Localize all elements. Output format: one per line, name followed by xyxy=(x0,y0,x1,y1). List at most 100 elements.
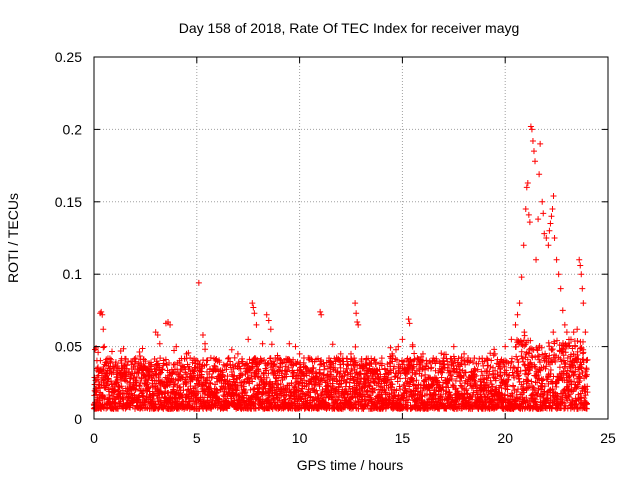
data-point xyxy=(462,361,469,368)
data-point xyxy=(513,353,520,360)
data-point xyxy=(558,358,565,365)
data-point xyxy=(548,405,555,412)
data-point xyxy=(450,343,457,350)
data-point xyxy=(419,350,426,357)
data-point xyxy=(513,394,520,401)
data-point xyxy=(143,376,150,383)
data-point xyxy=(136,353,143,360)
data-point xyxy=(524,179,531,186)
data-point xyxy=(368,360,375,367)
data-point xyxy=(423,357,430,364)
data-point xyxy=(570,351,577,358)
data-point xyxy=(447,372,454,379)
data-point xyxy=(545,339,552,346)
data-point xyxy=(458,354,465,361)
data-point xyxy=(317,308,324,315)
data-point xyxy=(584,383,591,390)
data-points xyxy=(90,123,591,412)
data-point xyxy=(259,340,266,347)
data-point xyxy=(574,383,581,390)
data-point xyxy=(559,399,566,406)
data-point xyxy=(559,307,566,314)
data-point xyxy=(296,380,303,387)
data-point xyxy=(103,405,110,412)
data-point xyxy=(397,375,404,382)
data-point xyxy=(100,326,107,333)
x-tick-label: 20 xyxy=(497,430,513,446)
data-point xyxy=(492,374,499,381)
data-point xyxy=(490,352,497,359)
data-point xyxy=(539,377,546,384)
data-point xyxy=(529,137,536,144)
data-point xyxy=(123,373,130,380)
data-point xyxy=(381,365,388,372)
data-point xyxy=(389,358,396,365)
data-point xyxy=(99,311,106,318)
data-point xyxy=(202,346,209,353)
data-point xyxy=(337,364,344,371)
data-point xyxy=(240,383,247,390)
data-point xyxy=(421,366,428,373)
x-tick-label: 10 xyxy=(292,430,308,446)
data-point xyxy=(268,382,275,389)
data-point xyxy=(329,341,336,348)
data-point xyxy=(285,357,292,364)
data-point xyxy=(533,256,540,263)
data-point xyxy=(186,366,193,372)
data-point xyxy=(399,336,406,343)
data-point xyxy=(394,357,401,364)
data-point xyxy=(518,348,525,355)
data-point xyxy=(501,363,508,370)
data-point xyxy=(154,360,161,367)
data-point xyxy=(425,374,432,381)
data-point xyxy=(470,374,477,381)
data-point xyxy=(369,373,376,380)
data-point xyxy=(526,219,533,226)
data-point xyxy=(525,370,532,377)
data-point xyxy=(255,368,262,375)
data-point xyxy=(528,352,535,359)
data-point xyxy=(568,388,575,395)
data-point xyxy=(476,355,483,362)
data-point xyxy=(152,365,159,372)
data-point xyxy=(354,318,361,325)
data-point xyxy=(583,357,590,364)
data-point xyxy=(344,376,351,383)
data-point xyxy=(231,354,238,361)
data-point xyxy=(430,355,437,362)
data-point xyxy=(444,358,451,365)
data-point xyxy=(413,377,420,384)
data-point xyxy=(491,350,498,357)
data-point xyxy=(463,386,470,393)
data-point xyxy=(199,332,206,339)
data-point xyxy=(457,373,464,380)
data-point xyxy=(263,311,270,318)
data-point xyxy=(477,382,484,389)
data-point xyxy=(539,351,546,358)
data-point xyxy=(376,366,383,373)
data-point xyxy=(229,373,236,380)
data-point xyxy=(169,370,176,377)
data-point xyxy=(321,363,328,370)
data-point xyxy=(318,311,325,318)
data-point xyxy=(572,343,579,350)
data-point xyxy=(317,361,324,368)
data-point xyxy=(412,371,419,378)
data-point xyxy=(101,343,108,350)
data-point xyxy=(108,378,115,385)
data-point xyxy=(361,404,368,411)
data-point xyxy=(575,379,582,386)
data-point xyxy=(524,371,531,378)
data-point xyxy=(502,343,509,350)
y-tick-label: 0.2 xyxy=(63,121,83,137)
data-point xyxy=(567,336,574,343)
data-point xyxy=(456,378,463,385)
data-point xyxy=(453,385,460,392)
data-point xyxy=(320,360,327,367)
data-point xyxy=(577,400,584,407)
data-point xyxy=(158,369,165,376)
data-point xyxy=(378,360,385,367)
data-point xyxy=(393,387,400,394)
data-point xyxy=(352,300,359,307)
data-point xyxy=(485,384,492,391)
